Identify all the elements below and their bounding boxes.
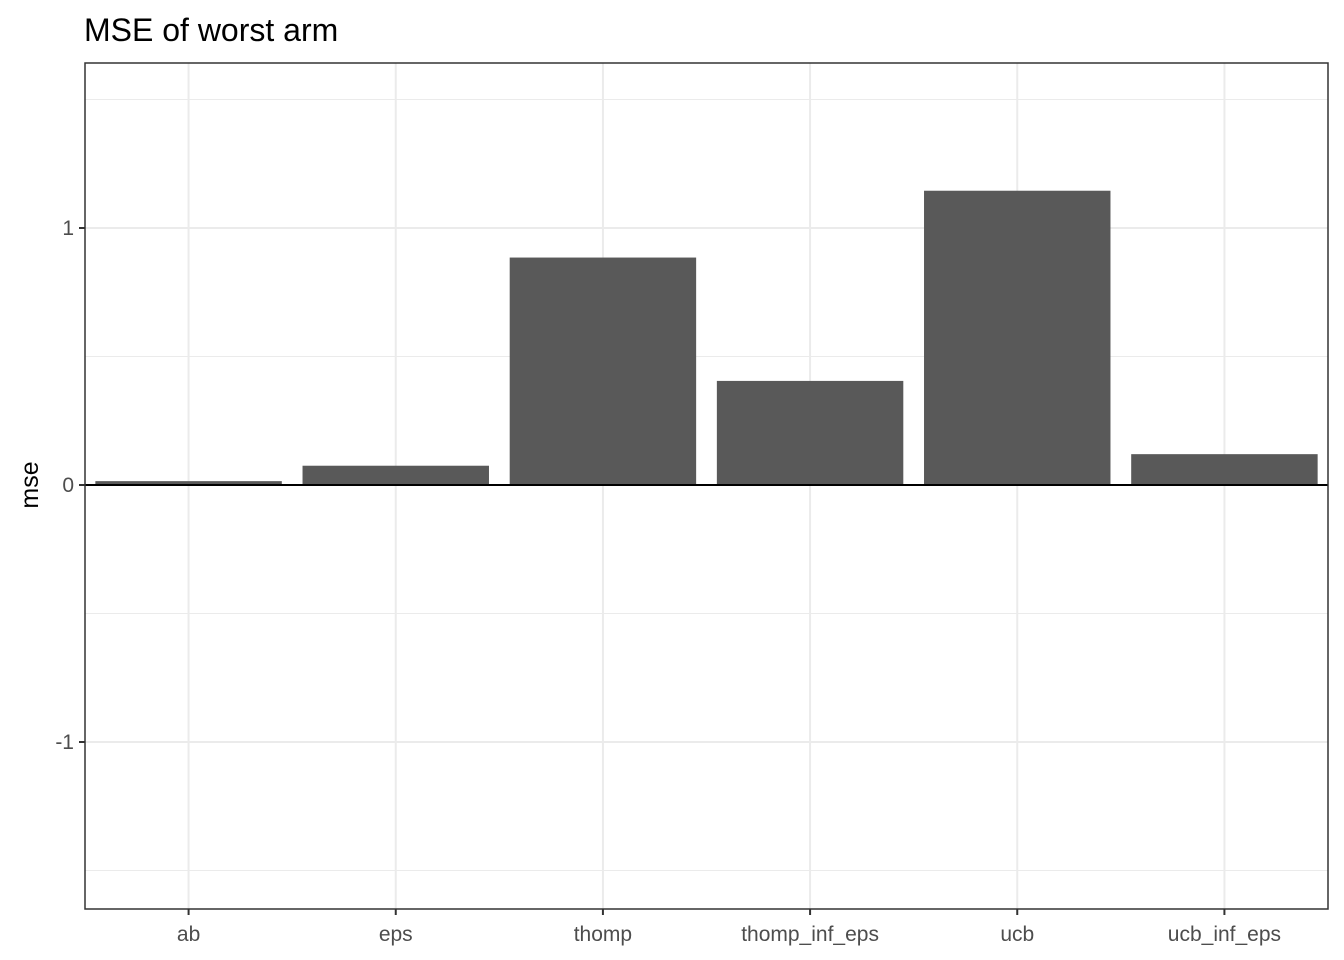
y-tick-label: -1 (55, 731, 74, 754)
bar-thomp (509, 257, 697, 485)
bar-thomp_inf_eps (716, 380, 904, 485)
bar-ucb_inf_eps (1131, 454, 1318, 485)
panel-border (84, 62, 1329, 910)
chart-title: MSE of worst arm (84, 12, 338, 48)
y-axis-ticks: -1 0 1 (55, 217, 85, 754)
x-tick-label: thomp_inf_eps (741, 923, 879, 946)
y-axis-title: mse (16, 461, 44, 508)
bar-ucb (924, 190, 1111, 486)
bar-eps (302, 465, 489, 485)
x-axis-ticks: ab eps thomp thomp_inf_eps ucb ucb_inf_eps (177, 909, 1281, 946)
x-tick-label: ucb (1000, 923, 1034, 946)
x-tick-label: thomp (574, 923, 632, 946)
x-tick-label: ab (177, 923, 200, 946)
y-tick-label: 0 (62, 474, 74, 497)
bars (95, 190, 1318, 486)
x-tick-label: eps (379, 923, 413, 946)
y-tick-label: 1 (62, 217, 74, 240)
x-tick-label: ucb_inf_eps (1168, 923, 1281, 946)
bar-ab (95, 481, 282, 485)
